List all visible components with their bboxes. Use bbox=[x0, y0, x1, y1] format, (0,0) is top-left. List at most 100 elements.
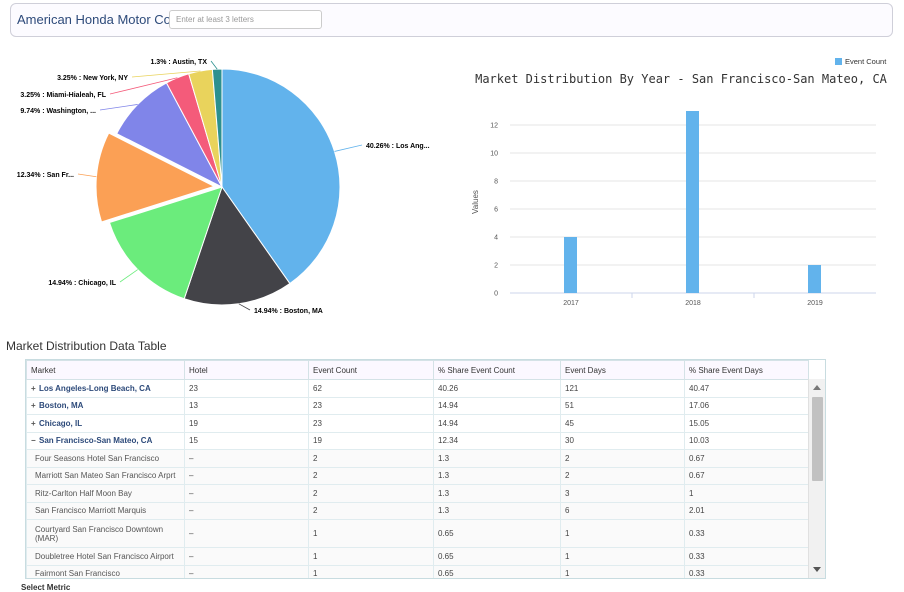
table-cell: – bbox=[184, 519, 309, 548]
pie-slice[interactable] bbox=[221, 68, 341, 285]
table-cell: 2 bbox=[308, 484, 434, 503]
bar[interactable] bbox=[808, 265, 821, 293]
pie-slice-label: 3.25% : New York, NY bbox=[57, 75, 128, 82]
table-cell: 14.94 bbox=[433, 414, 561, 433]
collapse-icon[interactable]: − bbox=[31, 436, 36, 446]
table-cell: 1.3 bbox=[433, 501, 561, 520]
table-cell: Ritz-Carlton Half Moon Bay bbox=[26, 484, 185, 503]
cell-text: 1 bbox=[689, 488, 694, 498]
bar[interactable] bbox=[686, 111, 699, 293]
table-group-row[interactable]: + Boston, MA 13 23 14.94 51 17.06 bbox=[26, 396, 809, 415]
cell-text: 0.33 bbox=[689, 551, 705, 561]
cell-text: 1.3 bbox=[438, 506, 450, 516]
cell-text: 2 bbox=[313, 453, 318, 463]
pie-slice-label: 9.74% : Washington, ... bbox=[20, 108, 96, 115]
cell-text: Chicago, IL bbox=[39, 418, 83, 428]
table-group-row[interactable]: + Los Angeles-Long Beach, CA 23 62 40.26 121 4… bbox=[26, 379, 809, 398]
cell-text: 62 bbox=[313, 383, 322, 393]
cell-text: 14.94 bbox=[438, 401, 459, 411]
cell-text: – bbox=[189, 453, 194, 463]
table-row: Ritz-Carlton Half Moon Bay – 2 1.3 3 1 bbox=[26, 484, 809, 503]
y-tick-label: 6 bbox=[494, 207, 498, 214]
y-tick-label: 10 bbox=[490, 151, 498, 158]
table-row: Fairmont San Francisco – 1 0.65 1 0.33 bbox=[26, 564, 809, 579]
table-cell: Marriott San Mateo San Francisco Arprt bbox=[26, 466, 185, 485]
table-cell: 1 bbox=[560, 519, 685, 548]
pie-slice[interactable] bbox=[108, 186, 223, 300]
cell-text: 1.3 bbox=[438, 488, 450, 498]
table-cell: – bbox=[184, 564, 309, 579]
column-header[interactable]: % Share Event Count bbox=[433, 360, 561, 380]
bar[interactable] bbox=[564, 237, 577, 293]
column-header[interactable]: Market bbox=[26, 360, 185, 380]
table-group-row[interactable]: + Chicago, IL 19 23 14.94 45 15.05 bbox=[26, 414, 809, 433]
y-tick-label: 0 bbox=[494, 291, 498, 298]
table-cell: 0.33 bbox=[684, 547, 809, 566]
table-cell: 12.34 bbox=[433, 431, 561, 450]
column-header[interactable]: % Share Event Days bbox=[684, 360, 809, 380]
table-title: Market Distribution Data Table bbox=[6, 339, 167, 353]
table-cell: 17.06 bbox=[684, 396, 809, 415]
company-name: American Honda Motor Co. bbox=[17, 12, 175, 27]
table-cell: San Francisco Marriott Marquis bbox=[26, 501, 185, 520]
expand-icon[interactable]: + bbox=[31, 418, 36, 428]
scroll-down-icon[interactable] bbox=[813, 567, 821, 572]
cell-text: 23 bbox=[313, 401, 322, 411]
x-tick-label: 2018 bbox=[685, 300, 701, 307]
pie-slice[interactable] bbox=[95, 132, 216, 223]
header-bar: American Honda Motor Co. bbox=[10, 3, 893, 37]
table-cell: 0.33 bbox=[684, 519, 809, 548]
cell-text: – bbox=[189, 569, 194, 579]
expand-icon[interactable]: + bbox=[31, 401, 36, 411]
cell-text: 1 bbox=[565, 569, 570, 579]
pie-slice[interactable] bbox=[183, 185, 291, 306]
cell-text: 40.47 bbox=[689, 383, 710, 393]
cell-text: Boston, MA bbox=[39, 401, 84, 411]
column-header[interactable]: Event Days bbox=[560, 360, 685, 380]
table-cell: Doubletree Hotel San Francisco Airport bbox=[26, 547, 185, 566]
cell-text: Courtyard San Francisco Downtown (MAR) bbox=[35, 524, 164, 543]
pie-connector bbox=[210, 60, 218, 70]
legend-swatch[interactable] bbox=[835, 58, 842, 65]
table-cell: 40.26 bbox=[433, 379, 561, 398]
cell-text: 15.05 bbox=[689, 418, 710, 428]
pie-connector bbox=[109, 77, 178, 95]
table-cell: 45 bbox=[560, 414, 685, 433]
table-cell: – bbox=[184, 484, 309, 503]
table-cell: 1 bbox=[308, 547, 434, 566]
cell-text: Ritz-Carlton Half Moon Bay bbox=[35, 488, 132, 498]
search-input[interactable] bbox=[169, 10, 322, 29]
expand-icon[interactable]: + bbox=[31, 383, 36, 393]
year-bar-chart: Market Distribution By Year - San Franci… bbox=[471, 57, 888, 307]
cell-text: Four Seasons Hotel San Francisco bbox=[35, 453, 160, 463]
market-pie-chart: 40.26% : Los Ang... 14.94% : Boston, MA 14… bbox=[17, 59, 430, 315]
column-header[interactable]: Hotel bbox=[184, 360, 309, 380]
cell-text: Doubletree Hotel San Francisco Airport bbox=[35, 551, 174, 561]
table-cell: 19 bbox=[308, 431, 434, 450]
column-header[interactable]: Event Count bbox=[308, 360, 434, 380]
cell-text: San Francisco Marriott Marquis bbox=[35, 506, 147, 516]
table-cell: 0.65 bbox=[433, 547, 561, 566]
table-cell: 30 bbox=[560, 431, 685, 450]
cell-text: 23 bbox=[313, 418, 322, 428]
cell-text: Marriott San Mateo San Francisco Arprt bbox=[35, 471, 176, 481]
cell-text: 45 bbox=[565, 418, 574, 428]
table-row: San Francisco Marriott Marquis – 2 1.3 6 2.01 bbox=[26, 501, 809, 520]
table-cell: 121 bbox=[560, 379, 685, 398]
data-table: Market Hotel Event Count% Share Event Coun… bbox=[25, 359, 826, 579]
select-metric-label: Select Metric bbox=[21, 583, 71, 592]
scroll-up-icon[interactable] bbox=[813, 385, 821, 390]
table-cell: 1 bbox=[308, 519, 434, 548]
table-cell: 0.33 bbox=[684, 564, 809, 578]
scroll-thumb[interactable] bbox=[812, 397, 823, 481]
table-group-row[interactable]: − San Francisco-San Mateo, CA 15 19 12.34 30 1… bbox=[26, 431, 809, 450]
table-cell: Four Seasons Hotel San Francisco bbox=[26, 449, 185, 468]
cell-text: San Francisco-San Mateo, CA bbox=[39, 436, 153, 446]
table-cell: 2 bbox=[308, 466, 434, 485]
x-tick-label: 2017 bbox=[563, 300, 579, 307]
table-cell: 0.65 bbox=[433, 564, 561, 578]
legend-label[interactable]: Event Count bbox=[845, 57, 887, 66]
cell-text: 19 bbox=[189, 418, 198, 428]
table-cell: − San Francisco-San Mateo, CA bbox=[26, 431, 185, 450]
table-scrollbar[interactable] bbox=[808, 379, 825, 578]
